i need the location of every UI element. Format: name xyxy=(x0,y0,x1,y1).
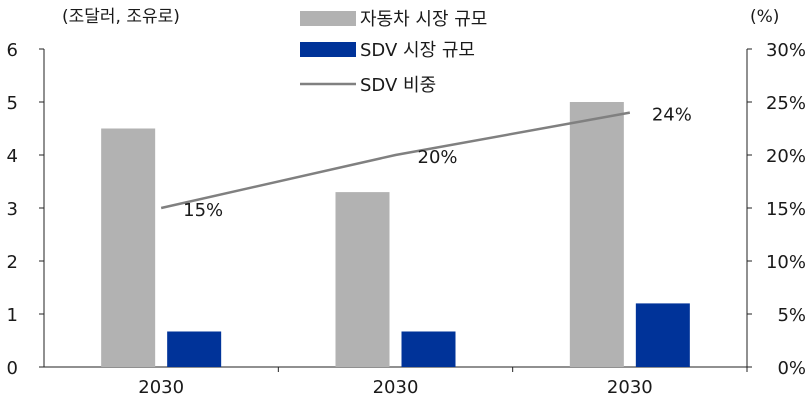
x-tick-label: 2030 xyxy=(138,377,184,398)
left-tick-label: 3 xyxy=(7,199,18,220)
left-axis-unit-label: (조달러, 조유로) xyxy=(62,7,180,27)
left-tick-label: 6 xyxy=(7,40,18,61)
x-tick-label: 2030 xyxy=(373,377,419,398)
bar-series-0-0 xyxy=(101,129,155,368)
right-tick-label: 10% xyxy=(766,252,806,273)
right-tick-label: 0% xyxy=(777,358,806,379)
legend-label-0: 자동차 시장 규모 xyxy=(360,9,487,30)
left-tick-label: 0 xyxy=(7,358,18,379)
bar-series-0-2 xyxy=(570,102,624,367)
line-series-path xyxy=(161,113,630,208)
legend-swatch-0 xyxy=(300,11,356,26)
legend-swatch-1 xyxy=(300,42,356,57)
legend-label-1: SDV 시장 규모 xyxy=(360,40,475,61)
right-axis-unit-label: (%) xyxy=(750,7,779,27)
left-tick-label: 1 xyxy=(7,305,18,326)
bar-series-1-0 xyxy=(167,331,221,367)
right-tick-label: 20% xyxy=(766,146,806,167)
bars xyxy=(101,102,690,367)
left-tick-label: 4 xyxy=(7,146,18,167)
x-tick-label: 2030 xyxy=(607,377,653,398)
bar-series-1-1 xyxy=(402,331,456,367)
line-data-label: 15% xyxy=(183,200,223,221)
legend: 자동차 시장 규모 SDV 시장 규모 SDV 비중 xyxy=(300,9,487,96)
left-tick-label: 2 xyxy=(7,252,18,273)
legend-label-2: SDV 비중 xyxy=(360,75,436,96)
right-tick-label: 5% xyxy=(777,305,806,326)
right-tick-label: 25% xyxy=(766,93,806,114)
bar-series-0-1 xyxy=(336,192,390,367)
right-tick-label: 30% xyxy=(766,40,806,61)
right-tick-label: 15% xyxy=(766,199,806,220)
line-data-label: 20% xyxy=(418,147,458,168)
line-data-label: 24% xyxy=(652,105,692,126)
bar-series-1-2 xyxy=(636,303,690,367)
left-tick-label: 5 xyxy=(7,93,18,114)
